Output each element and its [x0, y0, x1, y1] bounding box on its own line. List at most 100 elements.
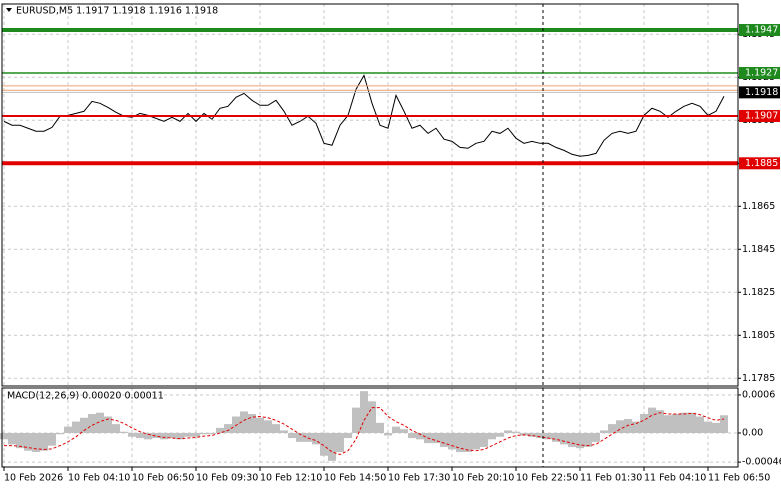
- labels: 1.1947 1.1927 1.1918 1.1907 1.1885: [739, 24, 780, 170]
- y-tick-label: 1.1825: [742, 287, 775, 298]
- level-label-box: [739, 157, 780, 170]
- histogram-bar: [96, 412, 104, 433]
- histogram-bar: [128, 432, 136, 437]
- macd-frame: [1, 387, 739, 468]
- y-tick-label: 1.1865: [742, 201, 775, 212]
- x-tick-label: 10 Feb 06:50: [132, 473, 194, 484]
- histogram-bar: [288, 432, 296, 439]
- level-label: 1.1885: [745, 158, 778, 169]
- histogram-bar: [168, 432, 176, 439]
- histogram-bar: [520, 432, 528, 436]
- level-label: 1.1947: [745, 25, 778, 36]
- histogram-bar: [720, 415, 728, 433]
- histogram-bar: [664, 415, 672, 433]
- histogram-bar: [656, 410, 664, 433]
- histogram-bar: [56, 432, 64, 435]
- histogram-bar: [632, 421, 640, 433]
- histogram-bar: [40, 432, 48, 451]
- histogram-bar: [552, 432, 560, 442]
- histogram-bar: [408, 432, 416, 439]
- chart-title: EURUSD,M5 1.1917 1.1918 1.1916 1.1918: [16, 6, 218, 17]
- histogram-bar: [240, 411, 248, 433]
- histogram-bar: [360, 391, 368, 433]
- histogram-bar: [584, 432, 592, 447]
- histogram-bar: [600, 430, 608, 433]
- histogram-bar: [304, 432, 312, 442]
- level-label: 1.1907: [745, 110, 778, 121]
- level-label-box: [739, 24, 780, 37]
- histogram-bar: [232, 416, 240, 433]
- x-tick-label: 10 Feb 17:30: [388, 473, 450, 484]
- histogram-bar: [432, 432, 440, 444]
- histogram-bar: [472, 432, 480, 450]
- signal-line: [4, 407, 725, 456]
- histogram-bar: [416, 432, 424, 440]
- y-tick-label: 0.0006: [742, 389, 775, 400]
- histogram-bar: [616, 420, 624, 433]
- level-label-box: [739, 86, 780, 99]
- histogram-bar: [336, 432, 344, 452]
- level-label-box: [739, 67, 780, 80]
- histogram-bar: [24, 432, 32, 451]
- x-tick-label: 11 Feb 04:10: [644, 473, 706, 484]
- histogram-bar: [176, 432, 184, 440]
- histogram-bar: [640, 413, 648, 433]
- y-tick-label: 1.1785: [742, 373, 775, 384]
- histogram-bar: [16, 432, 24, 449]
- histogram-bar: [480, 432, 488, 447]
- y-tick-label: 1.1805: [742, 330, 775, 341]
- histogram-bar: [568, 432, 576, 447]
- histogram-bar: [136, 432, 144, 439]
- histogram-bar: [152, 432, 160, 439]
- level-label-box: [739, 109, 780, 122]
- histogram-bar: [496, 432, 504, 437]
- histogram-bar: [184, 432, 192, 437]
- histogram-bar: [512, 431, 520, 433]
- histogram-bar: [592, 432, 600, 442]
- histogram-bar: [488, 432, 496, 440]
- histogram-bar: [320, 432, 328, 456]
- x-tick-label: 10 Feb 20:10: [452, 473, 514, 484]
- histogram-bar: [280, 430, 288, 433]
- histogram-bar: [272, 424, 280, 433]
- level-label: 1.1918: [745, 87, 778, 98]
- plot: [0, 28, 738, 461]
- y-tick-label: -0.00046: [742, 457, 781, 468]
- histogram-bar: [704, 421, 712, 433]
- histogram-bar: [560, 432, 568, 445]
- histogram-bar: [400, 429, 408, 433]
- histogram-bar: [712, 422, 720, 433]
- x-tick-label: 10 Feb 12:10: [260, 473, 322, 484]
- menu-triangle: [6, 8, 12, 12]
- histogram-bar: [448, 432, 456, 450]
- histogram-bar: [376, 422, 384, 433]
- histogram-bar: [0, 432, 8, 440]
- histogram-bar: [256, 417, 264, 433]
- x-tick-label: 11 Feb 01:30: [580, 473, 642, 484]
- histogram-bar: [344, 432, 352, 439]
- histogram-bar: [72, 421, 80, 433]
- histogram-bar: [248, 413, 256, 433]
- histogram-bar: [576, 432, 584, 449]
- level-label: 1.1927: [745, 68, 778, 79]
- histogram-bar: [536, 432, 544, 439]
- indicator-title: MACD(12,26,9) 0.00020 0.00011: [7, 391, 164, 402]
- histogram-bar: [440, 432, 448, 447]
- histogram-bar: [48, 432, 56, 446]
- histogram-bar: [296, 432, 304, 442]
- histogram-bar: [608, 424, 616, 433]
- histogram-bar: [624, 419, 632, 433]
- histogram-bar: [352, 407, 360, 433]
- x-tick-label: 10 Feb 04:10: [68, 473, 130, 484]
- histogram-bar: [104, 416, 112, 433]
- histogram-bar: [384, 432, 392, 436]
- histogram-bar: [456, 432, 464, 452]
- histogram-bar: [648, 407, 656, 433]
- x-tick-label: 10 Feb 14:50: [324, 473, 386, 484]
- histogram-bar: [8, 432, 16, 445]
- main-frame: [1, 3, 739, 387]
- histogram-bar: [328, 432, 336, 461]
- x-tick-label: 10 Feb 09:30: [196, 473, 258, 484]
